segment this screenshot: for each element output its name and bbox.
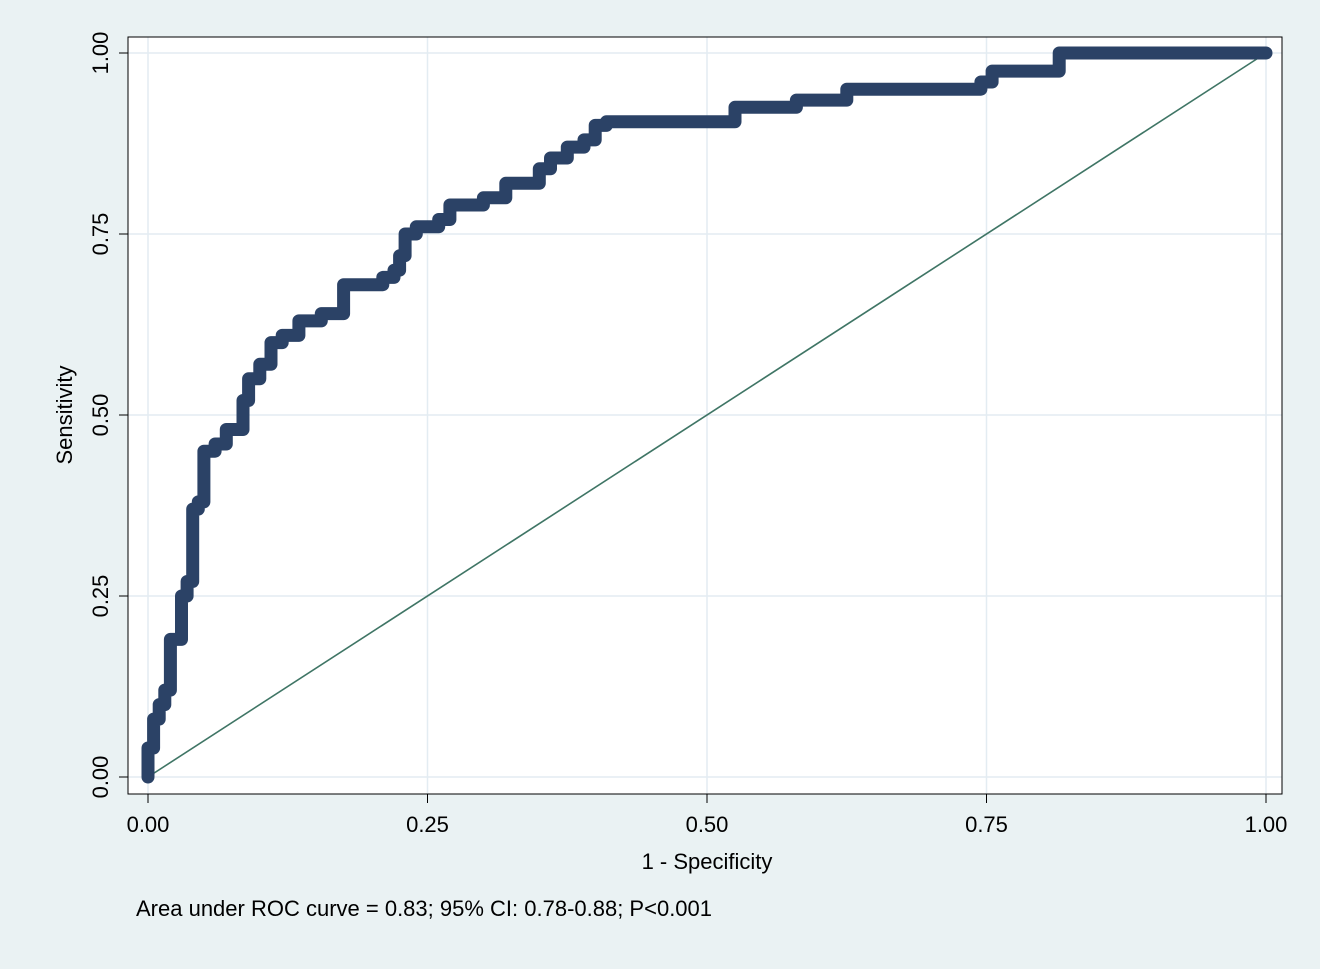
x-tick-label: 1.00	[1245, 812, 1288, 837]
auc-note: Area under ROC curve = 0.83; 95% CI: 0.7…	[136, 896, 712, 921]
y-tick-label: 0.75	[88, 213, 113, 256]
series-reference-line	[147, 52, 1267, 778]
x-tick-label: 0.75	[965, 812, 1008, 837]
series-roc-curve	[141, 46, 1273, 784]
x-tick-label: 0.50	[686, 812, 729, 837]
y-tick-label: 0.50	[88, 394, 113, 437]
y-tick-label: 1.00	[88, 32, 113, 75]
y-tick-label: 0.00	[88, 756, 113, 799]
y-axis-label: Sensitivity	[52, 365, 77, 464]
y-tick-label: 0.25	[88, 575, 113, 618]
axes: 0.00 0.25 0.50 0.75 1.00 0.00 0.25 0.50 0.75 1.00	[88, 32, 1287, 837]
x-tick-label: 0.00	[127, 812, 170, 837]
x-tick-label: 0.25	[406, 812, 449, 837]
x-axis-label: 1 - Specificity	[642, 849, 773, 874]
